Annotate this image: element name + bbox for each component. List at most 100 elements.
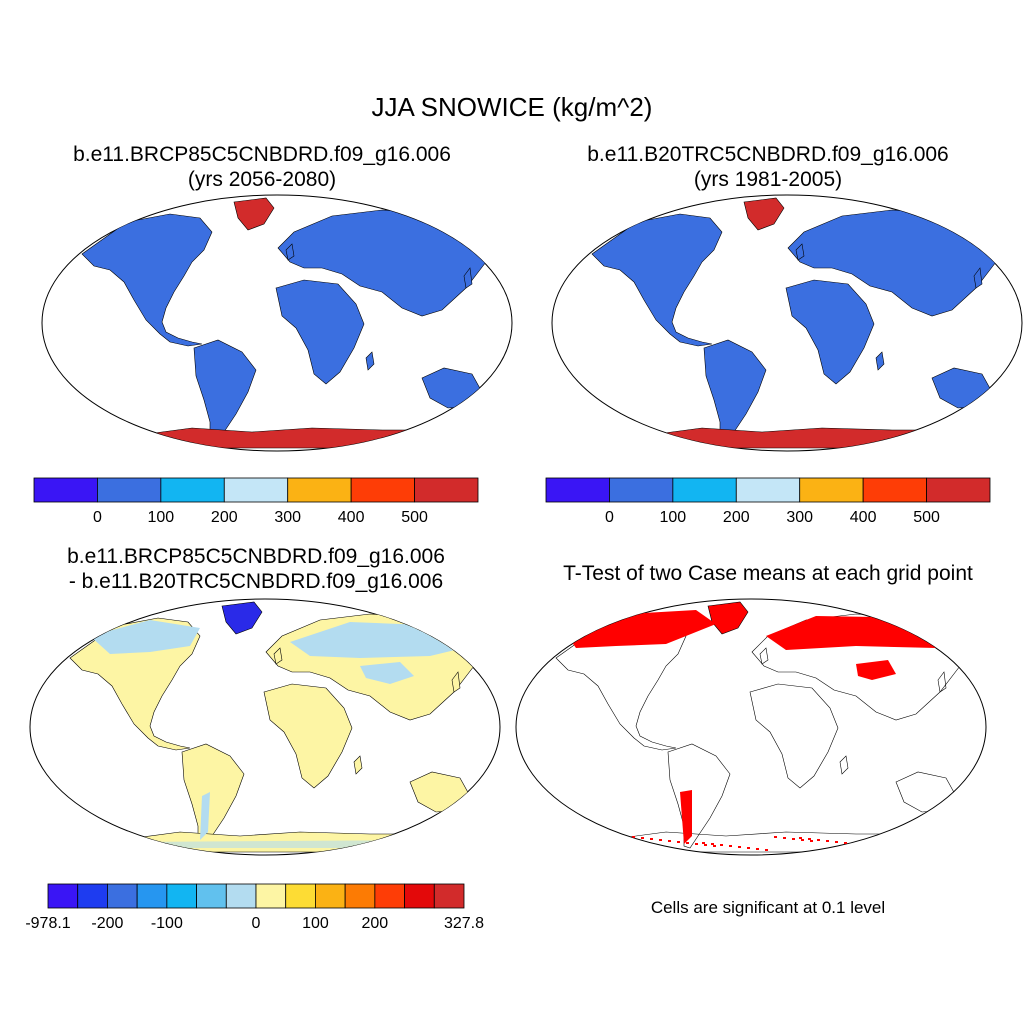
colorbar-box — [255, 883, 287, 909]
sig-antarctica-cell — [905, 847, 908, 849]
colorbar-tick-label: -200 — [91, 915, 123, 932]
sig-antarctica-cell — [677, 841, 680, 843]
colorbar-tick-label: 300 — [786, 509, 813, 526]
colorbar-1: 0 100 200 300 400 500 — [33, 477, 479, 526]
sig-antarctica-cell — [704, 844, 707, 846]
sig-antarctica-cell — [747, 847, 750, 849]
sig-antarctica-cell — [808, 838, 811, 840]
significance-note: Cells are significant at 0.1 level — [650, 898, 886, 917]
sig-antarctica-cell — [695, 843, 698, 845]
sig-antarctica-cell — [668, 840, 671, 842]
newzealand-region — [479, 811, 489, 829]
colorbar-tick-label: 400 — [850, 509, 877, 526]
sig-antarctica-cell — [826, 840, 829, 842]
sig-antarctica-cell — [783, 837, 786, 839]
sig-antarctica-cell — [810, 840, 813, 842]
panel-4-title: T-Test of two Case means at each grid po… — [563, 562, 973, 585]
colorbar-box — [285, 883, 316, 909]
sig-antarctica-cell — [871, 845, 874, 847]
sig-antarctica-cell — [765, 849, 768, 851]
colorbar-box — [97, 477, 162, 503]
sig-antarctica-cell — [792, 838, 795, 840]
colorbar-tick-label: 300 — [274, 509, 301, 526]
colorbar-tick-label: 200 — [362, 915, 389, 932]
sig-antarctica-cell — [641, 837, 644, 839]
antarctica-region — [641, 427, 971, 449]
colorbar-box — [862, 477, 927, 503]
sig-antarctica-cell — [898, 848, 901, 850]
panel-1-subtitle: (yrs 2056-2080) — [187, 168, 337, 191]
sig-antarctica-cell — [756, 848, 759, 850]
colorbar-box — [735, 477, 801, 503]
sig-antarctica-cell — [853, 843, 856, 845]
colorbar-box — [287, 477, 352, 503]
panel-1-title: b.e11.BRCP85C5CNBDRD.f09_g16.006 — [73, 143, 451, 166]
sig-antarctica-cell — [799, 837, 802, 839]
colorbar-box — [33, 477, 98, 503]
colorbar-tick-label: 0 — [252, 915, 261, 932]
sig-antarctica-cell — [686, 842, 689, 844]
sig-antarctica-cell — [616, 836, 619, 838]
colorbar-box — [223, 477, 289, 503]
colorbar-box — [77, 883, 108, 909]
colorbar-3: -978.1 -200 -100 0 100 200 327.8 — [25, 883, 484, 932]
sig-antarctica-cell — [862, 844, 865, 846]
colorbar-2: 0 100 200 300 400 500 — [545, 477, 991, 526]
tibet-band — [360, 662, 414, 684]
colorbar-tick-label: 100 — [148, 509, 175, 526]
sig-antarctica-cell — [817, 839, 820, 841]
sig-antarctica-cell — [702, 842, 705, 844]
sig-antarctica-cell — [713, 845, 716, 847]
colorbar-box — [404, 883, 435, 909]
sig-antarctica-cell — [729, 845, 732, 847]
colorbar-box — [166, 883, 197, 909]
colorbar-box — [672, 477, 737, 503]
sig-antarctica-cell — [650, 838, 653, 840]
colorbar-box — [160, 477, 225, 503]
colorbar-box — [315, 883, 346, 909]
arctic-america-band — [90, 620, 200, 654]
panel-3-title: b.e11.BRCP85C5CNBDRD.f09_g16.006 — [67, 545, 445, 568]
panel-2-title: b.e11.B20TRC5CNBDRD.f09_g16.006 — [587, 143, 949, 166]
figure-title: JJA SNOWICE (kg/m^2) — [371, 92, 653, 122]
map-panel-1 — [41, 194, 513, 452]
sig-antarctica-cell — [659, 839, 662, 841]
colorbar-box — [799, 477, 864, 503]
colorbar-box — [196, 883, 227, 909]
colorbar-tick-label: 0 — [605, 509, 614, 526]
map-panel-2 — [551, 194, 1023, 452]
sig-arctic-america — [566, 610, 716, 648]
colorbar-box — [609, 477, 674, 503]
colorbar-tick-label: -100 — [151, 915, 183, 932]
newzealand-outline — [965, 811, 975, 829]
panel-3-subtitle: - b.e11.B20TRC5CNBDRD.f09_g16.006 — [68, 570, 444, 593]
colorbar-tick-label: 100 — [302, 915, 329, 932]
colorbar-box — [225, 883, 257, 909]
colorbar-box — [344, 883, 376, 909]
antarctica-region — [131, 427, 461, 449]
colorbar-tick-label: -978.1 — [25, 915, 70, 932]
sig-antarctica-cell — [774, 836, 777, 838]
sig-antarctica-cell — [889, 847, 892, 849]
colorbar-box — [545, 477, 610, 503]
colorbar-tick-label: 500 — [401, 509, 428, 526]
colorbar-tick-label: 500 — [913, 509, 940, 526]
colorbar-tick-label: 0 — [93, 509, 102, 526]
sig-antarctica-cell — [738, 846, 741, 848]
sig-antarctica-cell — [907, 849, 910, 851]
colorbar-box — [926, 477, 991, 503]
sig-antarctica-cell — [880, 846, 883, 848]
colorbar-tick-label: 200 — [723, 509, 750, 526]
andes-band — [200, 792, 210, 840]
colorbar-tick-label: 200 — [211, 509, 238, 526]
colorbar-box — [47, 883, 79, 909]
map-panel-4 — [515, 598, 987, 856]
sig-antarctica-cell — [801, 839, 804, 841]
colorbar-box — [374, 883, 405, 909]
colorbar-box — [107, 883, 138, 909]
colorbar-box — [350, 477, 415, 503]
sig-antarctica-cell — [711, 843, 714, 845]
newzealand-region — [491, 407, 501, 425]
colorbar-tick-label: 327.8 — [444, 915, 484, 932]
